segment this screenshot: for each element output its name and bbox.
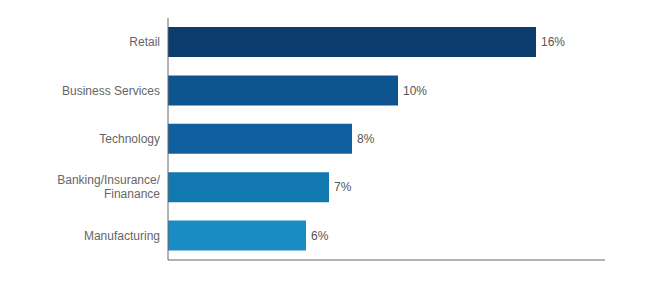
svg-text:8%: 8% [357, 132, 375, 146]
svg-text:16%: 16% [541, 35, 565, 49]
svg-text:Technology: Technology [99, 132, 160, 146]
svg-text:Banking/Insurance/Finanance: Banking/Insurance/Finanance [57, 173, 160, 201]
svg-text:Retail: Retail [129, 35, 160, 49]
svg-text:6%: 6% [311, 229, 329, 243]
svg-text:Manufacturing: Manufacturing [84, 229, 160, 243]
svg-text:Business Services: Business Services [62, 84, 160, 98]
svg-text:7%: 7% [334, 180, 352, 194]
svg-text:10%: 10% [403, 84, 427, 98]
